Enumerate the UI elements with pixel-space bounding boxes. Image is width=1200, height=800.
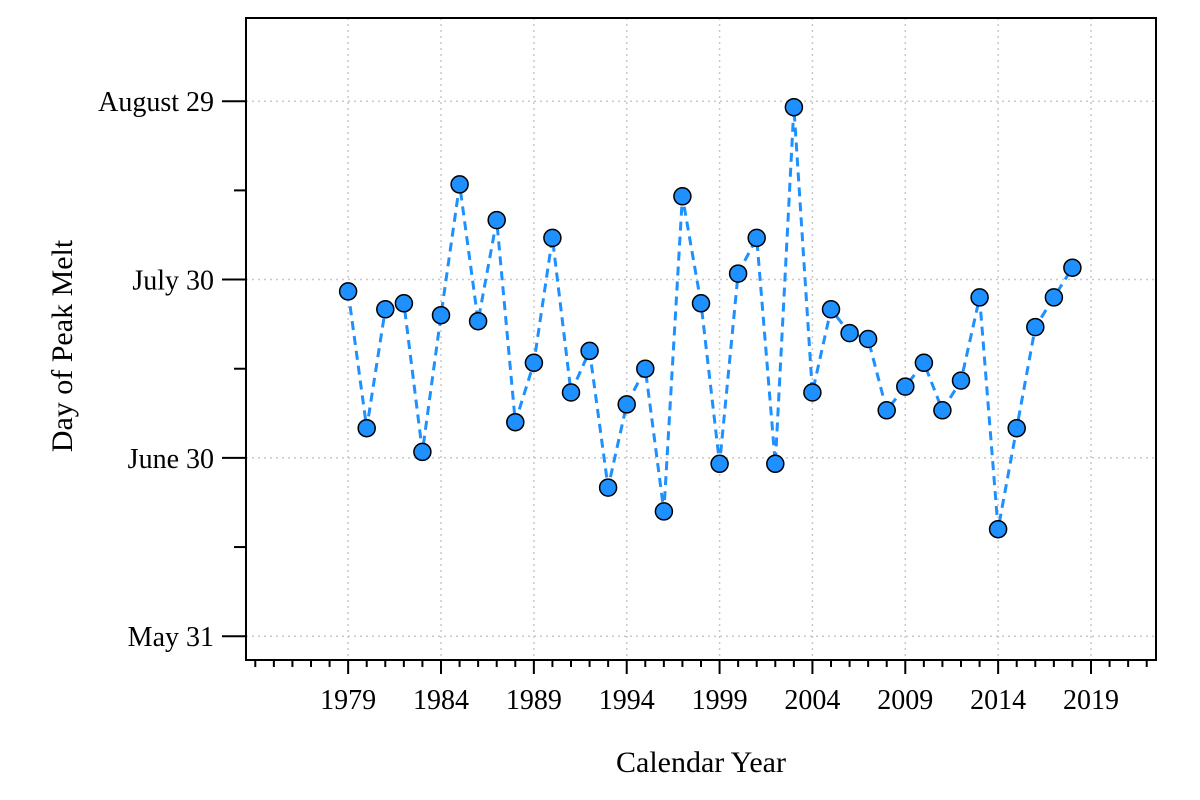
data-point <box>951 371 971 390</box>
data-point <box>580 341 599 361</box>
x-tick-label: 2009 <box>877 685 933 716</box>
y-tick-label: August 29 <box>98 87 214 118</box>
data-point <box>784 97 804 117</box>
data-point <box>1007 418 1026 438</box>
data-point <box>710 454 729 474</box>
data-point <box>524 353 544 373</box>
y-tick-label: May 31 <box>128 622 214 653</box>
data-point <box>766 454 785 474</box>
data-point <box>821 300 841 319</box>
data-point <box>896 377 915 396</box>
grid-lines <box>246 18 1156 660</box>
data-point <box>803 383 822 402</box>
data-point <box>988 519 1008 539</box>
x-axis-title: Calendar Year <box>616 746 786 779</box>
plot-frame <box>245 17 1157 661</box>
data-point <box>506 412 525 432</box>
data-point <box>933 401 952 420</box>
data-point <box>1026 317 1045 337</box>
data-point <box>1063 258 1082 277</box>
y-tick-label: July 30 <box>132 266 214 297</box>
tick-labels: 1979 1984 1989 1994 1999 2004 2009 2014 2019 May … <box>98 87 1119 716</box>
data-point <box>636 359 655 378</box>
data-point <box>877 401 896 420</box>
data-point <box>970 288 989 307</box>
data-point <box>617 395 636 414</box>
x-tick-label: 1994 <box>599 685 655 716</box>
x-tick-label: 1999 <box>692 685 748 716</box>
series-line <box>346 107 1074 530</box>
x-tick-label: 1989 <box>506 685 562 716</box>
data-point <box>561 383 581 402</box>
data-point <box>357 418 376 438</box>
data-point <box>487 210 506 230</box>
x-tick-label: 1979 <box>320 685 376 716</box>
x-tick-label: 1984 <box>413 685 469 716</box>
x-tick-label: 2019 <box>1063 685 1119 716</box>
data-point <box>840 323 859 343</box>
data-point <box>858 329 878 349</box>
data-points <box>338 97 1082 539</box>
data-point <box>376 300 395 319</box>
data-point <box>914 353 934 373</box>
data-point <box>413 442 432 462</box>
y-axis-title: Day of Peak Melt <box>46 239 79 452</box>
axis-ticks <box>222 100 1148 674</box>
data-point <box>543 228 562 248</box>
data-point <box>691 294 711 313</box>
data-point <box>394 294 414 313</box>
y-tick-label: June 30 <box>128 444 214 475</box>
data-point <box>598 478 618 497</box>
data-point <box>338 282 358 301</box>
data-point <box>673 187 692 206</box>
data-point <box>450 175 469 194</box>
x-tick-label: 2014 <box>970 685 1026 716</box>
data-point <box>728 264 748 283</box>
data-point <box>431 305 451 325</box>
data-point <box>468 311 488 331</box>
data-point <box>1044 288 1064 307</box>
data-point <box>654 502 674 521</box>
x-tick-label: 2004 <box>784 685 840 716</box>
data-point <box>747 228 766 248</box>
